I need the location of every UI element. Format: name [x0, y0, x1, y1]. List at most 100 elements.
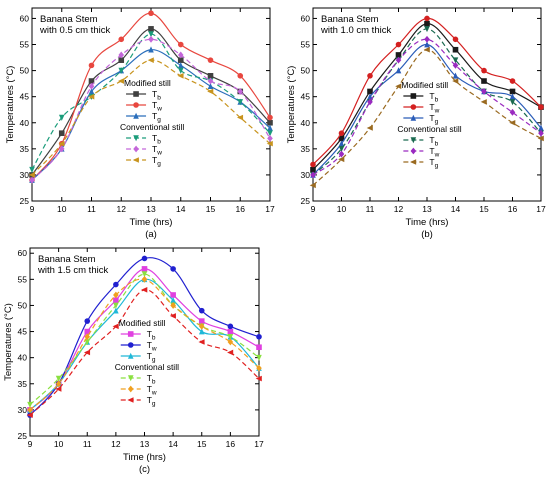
data-point — [118, 57, 125, 63]
data-point — [256, 364, 262, 372]
data-point — [338, 130, 345, 136]
x-tick-label: 13 — [422, 204, 432, 214]
data-point — [481, 88, 487, 95]
y-tick-label: 55 — [18, 274, 28, 284]
data-point — [237, 88, 244, 95]
panel-label: (a) — [145, 229, 157, 240]
series-line-conventional-tb — [31, 33, 271, 171]
data-point — [237, 99, 244, 106]
y-tick-label: 50 — [18, 300, 28, 310]
x-tick-label: 15 — [479, 204, 489, 214]
series-line-conventional-tg — [29, 289, 260, 416]
legend-marker — [410, 114, 417, 121]
data-point — [266, 140, 273, 147]
x-tick-label: 17 — [536, 204, 546, 214]
data-point — [113, 297, 119, 304]
data-point — [177, 51, 184, 59]
legend-entry-label: Tw — [429, 146, 439, 159]
data-point — [367, 73, 373, 79]
legend-entry-label: Tb — [152, 133, 161, 146]
data-point — [29, 166, 35, 174]
data-point — [55, 375, 62, 382]
data-point — [237, 73, 244, 79]
legend-marker — [133, 91, 139, 97]
data-point — [117, 78, 125, 84]
data-point — [148, 10, 154, 17]
data-point — [198, 339, 205, 345]
chart-panel-c: 9 10 11 12 13 14 15 16 17 25 30 35 40 45 50 55 60 Time (h… — [3, 247, 264, 475]
data-point — [177, 73, 184, 79]
data-point — [227, 333, 234, 341]
data-point — [424, 20, 430, 27]
data-point — [452, 72, 459, 79]
x-tick-label: 17 — [265, 204, 275, 214]
legend-entry-label: Tw — [147, 340, 157, 353]
legend-entry-label: Tw — [152, 144, 162, 157]
x-tick-label: 14 — [451, 204, 461, 214]
y-tick-label: 40 — [18, 353, 28, 363]
data-point — [27, 406, 33, 414]
data-point — [177, 41, 184, 48]
y-tick-label: 25 — [301, 196, 311, 206]
data-point — [338, 146, 345, 153]
data-point — [509, 119, 516, 126]
x-tick-label: 9 — [311, 204, 316, 214]
data-point — [28, 172, 35, 178]
data-point — [148, 35, 154, 43]
legend-marker — [133, 102, 139, 108]
data-point — [88, 88, 95, 95]
data-point — [424, 26, 430, 33]
legend-marker — [127, 342, 134, 348]
panel-annotation: Banana Stem — [38, 254, 96, 265]
series-line-conventional-tw — [312, 38, 542, 176]
data-point — [395, 52, 402, 58]
data-point — [84, 328, 91, 335]
y-tick-label: 25 — [18, 431, 28, 441]
data-point — [27, 401, 33, 408]
x-tick-label: 12 — [394, 204, 404, 214]
panel-label: (c) — [139, 464, 150, 475]
data-point — [198, 322, 205, 330]
legend-marker — [410, 137, 417, 144]
data-point — [424, 15, 430, 22]
y-tick-label: 30 — [18, 405, 28, 415]
data-point — [395, 41, 402, 48]
legend-entry-label: Tg — [152, 155, 161, 168]
data-point — [177, 67, 184, 74]
legend-marker — [127, 375, 134, 382]
data-point — [29, 176, 35, 184]
data-point — [118, 67, 125, 74]
data-point — [367, 98, 373, 106]
data-point — [207, 88, 214, 95]
data-point — [395, 67, 402, 74]
data-point — [113, 281, 119, 288]
y-axis-label: Temperatures (°C) — [5, 66, 16, 144]
legend-entry-label: Tb — [429, 135, 438, 148]
y-tick-label: 55 — [20, 40, 30, 50]
data-point — [338, 150, 345, 158]
panel-annotation: with 0.5 cm thick — [39, 25, 110, 36]
x-tick-label: 11 — [87, 204, 96, 214]
series-line-conventional-tg — [312, 49, 542, 186]
x-axis-label: Time (hrs) — [123, 452, 166, 463]
data-point — [338, 135, 345, 142]
data-point — [538, 124, 544, 131]
data-point — [309, 182, 316, 189]
chart-panel-a: 9 10 11 12 13 14 15 16 17 25 30 35 40 45 50 55 60 Time (h… — [5, 7, 275, 240]
legend-group-title: Modified still — [119, 318, 166, 328]
data-point — [481, 67, 487, 74]
data-point — [84, 318, 91, 324]
x-tick-label: 14 — [168, 439, 178, 449]
x-tick-label: 12 — [111, 439, 121, 449]
data-point — [148, 26, 154, 32]
y-tick-label: 45 — [18, 327, 28, 337]
x-tick-label: 9 — [30, 204, 35, 214]
data-point — [141, 275, 148, 283]
panel-annotation: with 1.5 cm thick — [37, 265, 108, 276]
legend-entry-label: Tg — [429, 113, 438, 126]
data-point — [310, 161, 316, 168]
x-tick-label: 10 — [54, 439, 64, 449]
legend-entry-label: Tw — [147, 384, 157, 397]
data-point — [256, 333, 262, 340]
data-point — [207, 57, 214, 63]
